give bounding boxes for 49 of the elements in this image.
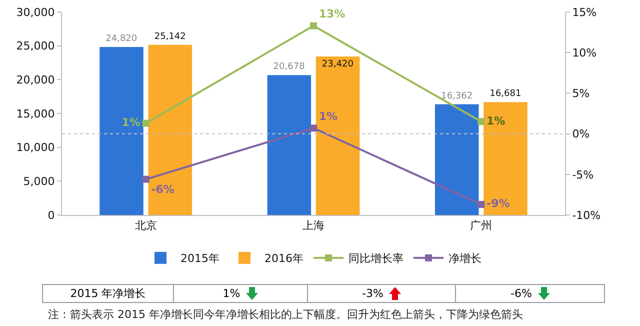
y-tick-label: 10,000 <box>16 141 55 154</box>
legend-label: 净增长 <box>448 252 482 266</box>
point <box>478 200 485 208</box>
bar <box>434 104 479 215</box>
bar <box>267 75 312 215</box>
y-tick-label: 30,000 <box>16 6 55 19</box>
y-tick-label: 0 <box>48 208 55 222</box>
y-tick-label: 25,000 <box>16 40 55 53</box>
y-tick-label: 5,000 <box>23 175 55 188</box>
data-label: 23,420 <box>322 60 354 70</box>
bar <box>148 44 192 215</box>
data-label: -6% <box>151 182 174 196</box>
data-label: 13% <box>318 8 346 21</box>
data-label: -9% <box>486 197 510 210</box>
point <box>142 120 150 127</box>
data-label: 16,362 <box>441 91 473 102</box>
data-label: 1% <box>318 110 338 123</box>
bar <box>316 56 360 215</box>
point <box>142 176 150 183</box>
data-label: 1% <box>122 116 140 129</box>
x-tick-label: 北京 <box>134 219 157 232</box>
point <box>310 124 317 132</box>
y2-tick-label: 5% <box>572 87 590 100</box>
data-label: 1% <box>486 114 506 128</box>
data-label: 16,681 <box>490 89 522 100</box>
text: 2015 年净增长 <box>42 284 174 302</box>
point <box>478 118 485 126</box>
x-tick-label: 广州 <box>470 219 492 232</box>
y2-tick-label: -10% <box>572 208 601 222</box>
y2-tick-label: -5% <box>572 168 594 182</box>
text: -6% <box>456 284 604 302</box>
y2-tick-label: 15% <box>572 6 597 19</box>
y-tick-label: 20,000 <box>16 74 55 87</box>
y-tick-label: 15,000 <box>16 107 55 120</box>
legend-label: 2015年 <box>180 252 220 266</box>
data-label: 24,820 <box>106 34 138 44</box>
data-label: 20,678 <box>273 62 306 72</box>
x-tick-label: 上海 <box>302 219 324 232</box>
bar <box>100 47 144 215</box>
text: -3% <box>307 284 456 302</box>
bar <box>484 102 528 215</box>
legend-label: 2016年 <box>264 252 304 266</box>
data-label: 25,142 <box>154 32 186 42</box>
y2-tick-label: 0% <box>572 128 590 141</box>
text: 1% <box>174 284 308 302</box>
legend-label: 同比增长率 <box>348 252 404 266</box>
text: 注：箭头表示 2015 年净增长同今年净增长相比的上下幅度。回升为红色上箭头，下降为绿色箭头 <box>48 307 524 322</box>
point <box>310 22 317 30</box>
y2-tick-label: 10% <box>572 46 597 60</box>
